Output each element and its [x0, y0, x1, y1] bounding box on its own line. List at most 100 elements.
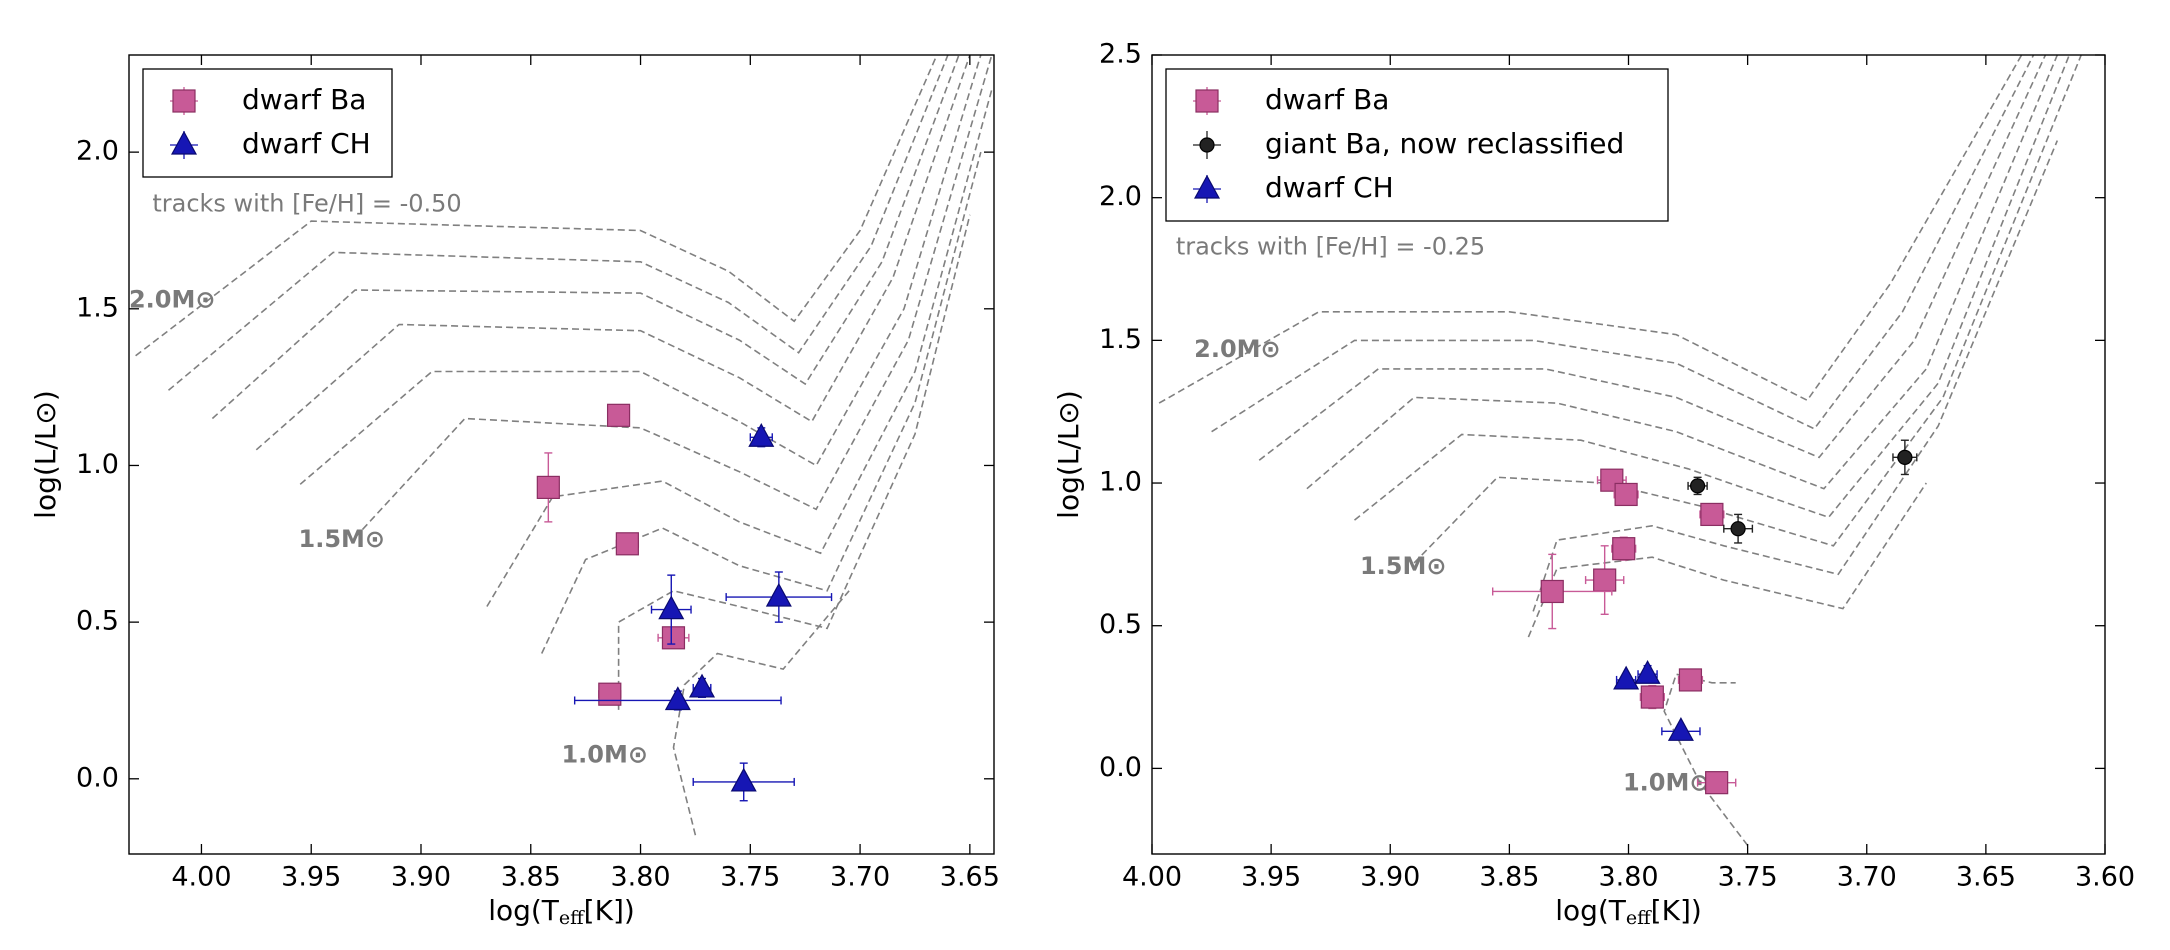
track-line: [1413, 55, 2082, 564]
track-line: [1527, 482, 1927, 638]
x-tick-label: 3.80: [1598, 862, 1658, 893]
track-line: [1532, 140, 2059, 612]
data-point: [536, 475, 560, 499]
track-line: [540, 151, 982, 654]
x-axis-label-part: log(T: [488, 894, 560, 927]
x-tick-label: 3.75: [720, 862, 780, 893]
track-line: [255, 55, 971, 451]
data-point: [1700, 502, 1724, 527]
data-point: [765, 582, 792, 607]
data-point: [1614, 482, 1638, 507]
legend-label: dwarf CH: [242, 127, 371, 160]
data-point: [661, 626, 686, 650]
legend-box: [1165, 68, 1669, 222]
track-line: [1258, 55, 2047, 461]
series: [1613, 659, 1701, 741]
x-axis-label-part: log(T: [1555, 894, 1627, 927]
track-line: [617, 214, 971, 710]
data-point: [1634, 659, 1661, 684]
data-point: [1689, 478, 1706, 494]
x-tick-label: 3.95: [281, 862, 341, 893]
track-line: [354, 55, 993, 539]
track-line: [211, 55, 960, 420]
mass-label: 1.0M⊙: [1623, 769, 1710, 797]
x-tick-label: 3.90: [391, 862, 451, 893]
legend-label: giant Ba, now reclassified: [1265, 127, 1624, 160]
legend-marker: [172, 89, 196, 113]
x-axis-label: log(Teff[K]): [1555, 894, 1702, 929]
mass-label: 1.0M⊙: [561, 741, 648, 769]
x-axis-label-part: [K]): [1651, 894, 1702, 927]
legend-marker: [1199, 137, 1215, 153]
legend-label: dwarf Ba: [242, 83, 366, 116]
legend-marker: [1193, 174, 1221, 199]
data-point: [1667, 717, 1694, 741]
x-tick-label: 3.85: [1479, 862, 1539, 893]
data-point: [615, 532, 639, 556]
y-tick-label: 1.0: [76, 449, 119, 480]
legend-marker: [170, 130, 198, 155]
data-point: [730, 767, 757, 792]
x-tick-label: 4.00: [171, 862, 231, 893]
y-tick-label: 0.5: [76, 606, 119, 637]
y-tick-label: 2.0: [76, 136, 119, 167]
x-tick-label: 4.00: [1122, 862, 1182, 893]
mass-label: 2.0M⊙: [129, 285, 216, 313]
series: [1491, 468, 1737, 795]
y-tick-label: 0.0: [76, 762, 119, 793]
track-line: [486, 89, 993, 607]
mass-label: 2.0M⊙: [1194, 335, 1281, 363]
x-axis-label-part: eff: [559, 907, 585, 929]
series: [1687, 439, 1918, 544]
track-line: [135, 55, 938, 357]
data-point: [1640, 685, 1664, 709]
track-note: tracks with [Fe/H] = -0.50: [152, 189, 461, 217]
y-tick-label: 0.0: [1099, 752, 1142, 783]
x-tick-label: 3.60: [2075, 862, 2135, 893]
data-point: [1612, 537, 1636, 561]
panel: 4.00 3.95 3.90 3.85 3.80 3.75 3.70 3.65 0.0 0.5 1.…: [29, 54, 1000, 929]
x-tick-label: 3.65: [1956, 862, 2016, 893]
y-tick-label: 1.5: [76, 292, 119, 323]
track-line: [1158, 55, 2023, 404]
panel: 4.00 3.95 3.90 3.85 3.80 3.75 3.70 3.65 3.60 0.0 0…: [1052, 39, 2135, 930]
data-point: [1613, 665, 1640, 690]
track-line: [672, 590, 850, 836]
y-axis-label: log(L/L⊙): [29, 390, 62, 519]
y-axis-label: log(L/L⊙): [1052, 390, 1085, 519]
track-line: [299, 55, 982, 485]
track-line: [1354, 55, 2071, 521]
x-axis-label-part: eff: [1626, 907, 1652, 929]
data-point: [1678, 668, 1703, 692]
x-tick-label: 3.70: [1837, 862, 1897, 893]
data-point: [688, 673, 716, 698]
track-line: [1663, 673, 1749, 846]
series: [536, 403, 690, 706]
mass-label: 1.5M⊙: [1360, 552, 1447, 580]
x-tick-label: 3.80: [610, 862, 670, 893]
y-tick-label: 2.0: [1099, 181, 1142, 212]
y-tick-label: 0.5: [1099, 609, 1142, 640]
tracks: [135, 55, 993, 836]
legend-label: dwarf CH: [1265, 171, 1394, 204]
track-note: tracks with [Fe/H] = -0.25: [1176, 233, 1485, 261]
data-point: [748, 423, 775, 447]
legend-marker: [1195, 89, 1219, 113]
x-tick-label: 3.85: [501, 862, 561, 893]
data-point: [598, 682, 622, 706]
axes-frame: [128, 54, 995, 855]
x-tick-label: 3.95: [1241, 862, 1301, 893]
series: [573, 423, 833, 802]
x-axis-label: log(Teff[K]): [488, 894, 635, 929]
data-point: [1730, 521, 1746, 537]
legend: dwarf Ba dwarf CH: [142, 68, 393, 178]
mass-label: 1.5M⊙: [299, 525, 386, 553]
data-point: [1897, 449, 1913, 465]
x-tick-label: 3.70: [830, 862, 890, 893]
y-tick-label: 2.5: [1099, 39, 1142, 70]
data-point: [606, 403, 631, 427]
track-line: [167, 55, 949, 391]
x-tick-label: 3.65: [940, 862, 1000, 893]
x-axis-label-part: [K]): [584, 894, 635, 927]
